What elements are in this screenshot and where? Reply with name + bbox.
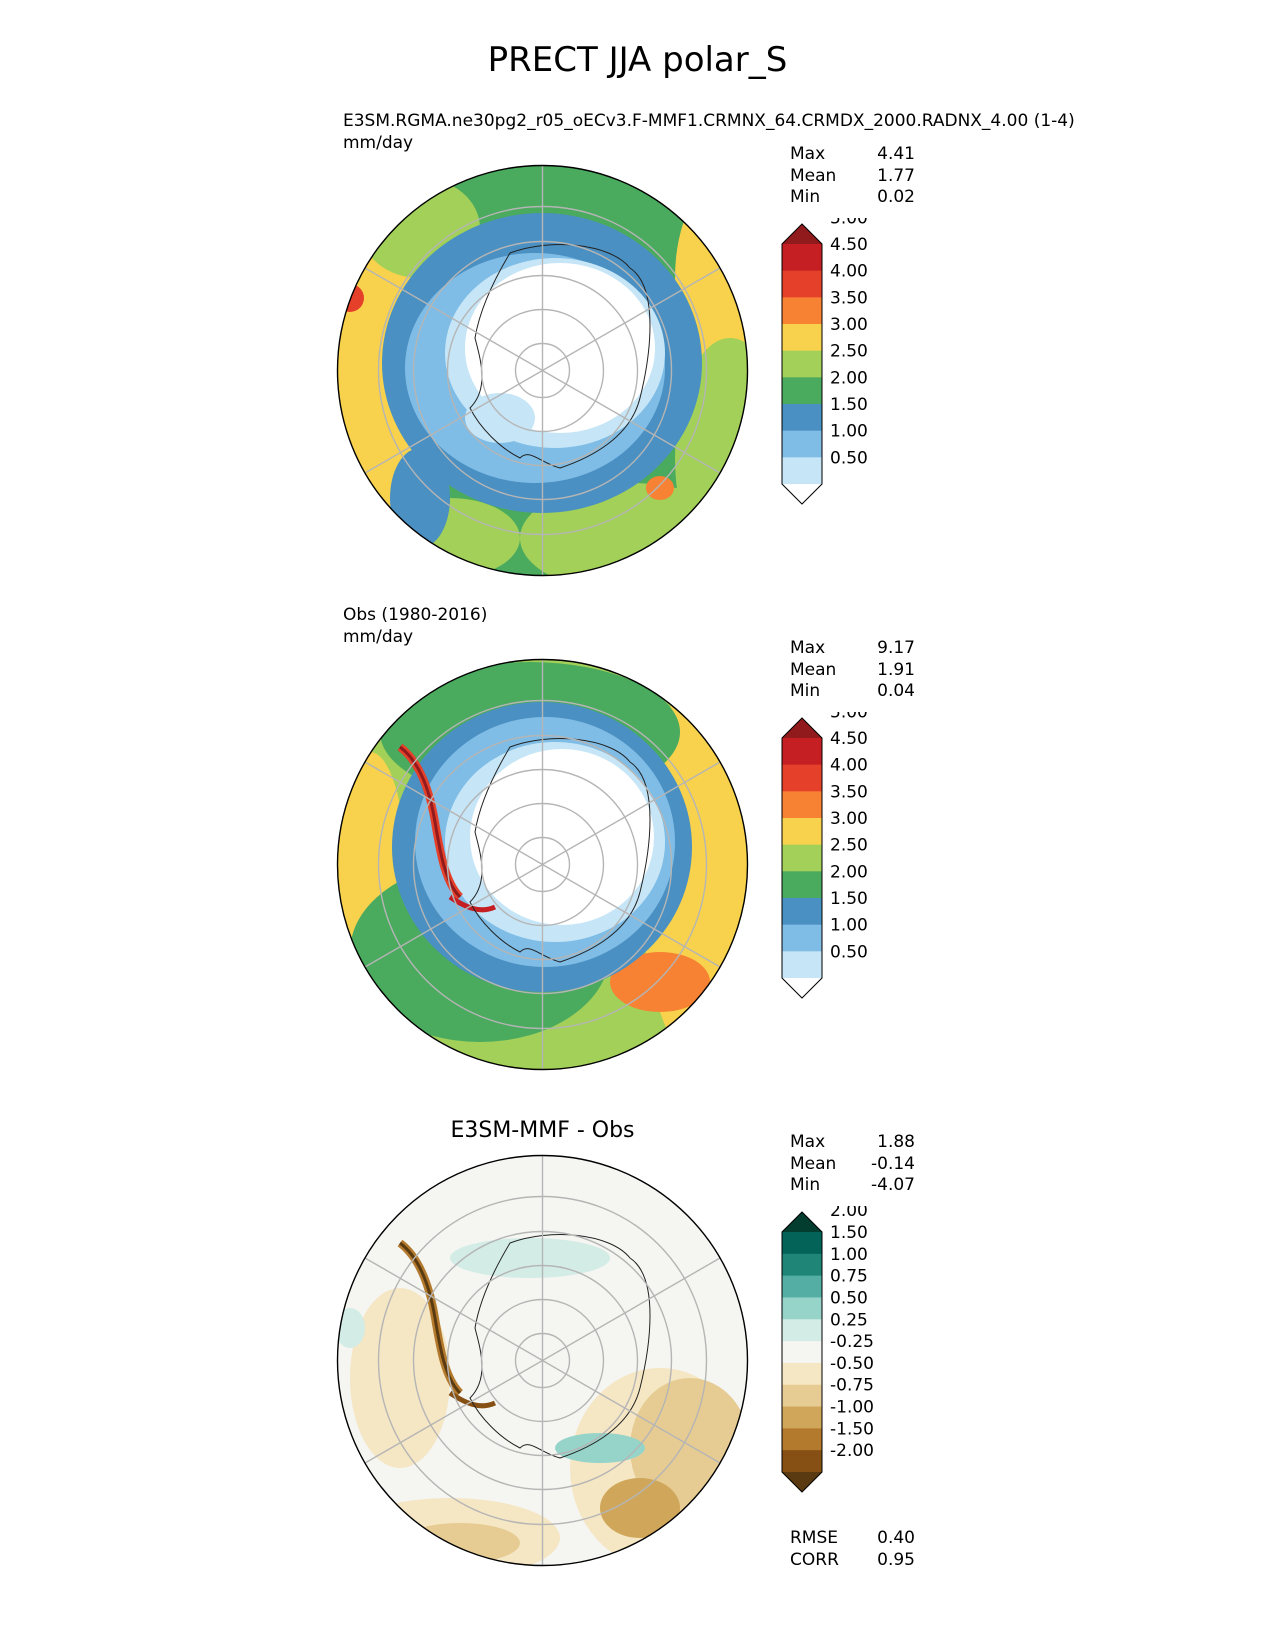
- colorbar-swatch: [782, 871, 822, 899]
- colorbar-extend-max: [782, 1212, 822, 1232]
- colorbar-tick-label: 2.00: [830, 368, 868, 388]
- colorbar-tick-label: 0.25: [830, 1310, 868, 1330]
- colorbar-tick-label: 5.00: [830, 218, 868, 228]
- diff-colorbar: -2.00-1.50-1.00-0.75-0.50-0.250.250.500.…: [781, 1206, 874, 1493]
- colorbar-tick-label: 2.00: [830, 1206, 868, 1221]
- colorbar-tick-label: 1.00: [830, 916, 868, 936]
- colorbar-swatch: [782, 1253, 822, 1277]
- colorbar-tick-label: 1.50: [830, 889, 868, 909]
- colorbar-swatch: [782, 764, 822, 792]
- colorbar-extend-min: [782, 978, 822, 998]
- colorbar-outline: [781, 1211, 823, 1493]
- colorbar-swatch: [782, 1450, 822, 1473]
- colorbar-tick-label: 4.50: [830, 235, 868, 255]
- ref-colorbar: 0.50 1.00 1.50 2.00 2.50 3.00 3.50 4.00 4.50 5.00: [781, 712, 868, 999]
- colorbar-tick-label: 0.75: [830, 1267, 868, 1287]
- colorbar-tick-label: -0.75: [830, 1376, 874, 1396]
- colorbar-swatch: [782, 1297, 822, 1320]
- colorbar-swatch: [782, 1362, 822, 1386]
- colorbar-swatch: [782, 1319, 822, 1342]
- colorbar-tick-label: 3.50: [830, 288, 868, 308]
- colorbar-swatch: [782, 844, 822, 872]
- colorbar-swatch: [782, 898, 822, 926]
- colorbar-swatch: [782, 924, 822, 952]
- colorbar-tick-label: 0.50: [830, 448, 868, 468]
- diff-title: E3SM-MMF - Obs: [450, 1118, 635, 1143]
- colorbar-tick-label: 4.50: [830, 729, 868, 749]
- colorbar-swatch: [782, 244, 822, 272]
- colorbar-tick-label: -1.00: [830, 1398, 874, 1418]
- colorbar-swatch: [782, 430, 822, 458]
- ref-subtitle: Obs (1980-2016): [343, 605, 488, 625]
- colorbar-swatch: [782, 1232, 822, 1255]
- colorbar-extend-min: [782, 484, 822, 504]
- colorbar-tick-label: 1.00: [830, 422, 868, 442]
- colorbar-extend-min: [782, 1472, 822, 1492]
- colorbar-swatch: [782, 350, 822, 378]
- colorbar-swatch: [782, 1384, 822, 1408]
- colorbar-tick-label: 2.00: [830, 862, 868, 882]
- colorbar-tick-label: 0.50: [830, 942, 868, 962]
- colorbar-tick-label: 5.00: [830, 712, 868, 722]
- colorbar-tick-label: -0.25: [830, 1332, 874, 1352]
- test-colorbar: 0.50 1.00 1.50 2.00 2.50 3.00 3.50 4.00 4.50 5.00: [781, 218, 868, 505]
- colorbar-tick-label: 1.50: [830, 395, 868, 415]
- diff-stats: Max 1.88 Mean -0.14 Min -4.07: [790, 1132, 915, 1195]
- colorbar-swatch: [782, 951, 822, 979]
- colorbar-outline: [781, 717, 823, 999]
- test-units: mm/day: [343, 133, 414, 153]
- figure-title: PRECT JJA polar_S: [487, 40, 788, 80]
- colorbar-swatch: [782, 1341, 822, 1364]
- test-stats: Max 4.41 Mean 1.77 Min 0.02: [790, 144, 915, 207]
- colorbar-tick-label: 1.50: [830, 1223, 868, 1243]
- ref-units: mm/day: [343, 627, 414, 647]
- colorbar-tick-label: -0.50: [830, 1354, 874, 1374]
- colorbar-tick-label: 2.50: [830, 836, 868, 856]
- colorbar-tick-label: -1.50: [830, 1419, 874, 1439]
- colorbar-swatch: [782, 791, 822, 819]
- colorbar-tick-label: 0.50: [830, 1288, 868, 1308]
- colorbar-swatch: [782, 270, 822, 298]
- colorbar-tick-label: 3.00: [830, 315, 868, 335]
- colorbar-swatch: [782, 404, 822, 432]
- colorbar-extend-max: [782, 718, 822, 738]
- colorbar-swatch: [782, 1275, 822, 1298]
- colorbar-tick-label: 4.00: [830, 756, 868, 776]
- diff-metrics: RMSE 0.40 CORR 0.95: [790, 1528, 915, 1570]
- colorbar-tick-label: -2.00: [830, 1441, 874, 1461]
- colorbar-tick-label: 1.00: [830, 1245, 868, 1265]
- colorbar-swatch: [782, 738, 822, 766]
- ref-stats: Max 9.17 Mean 1.91 Min 0.04: [790, 638, 915, 701]
- colorbar-swatch: [782, 297, 822, 325]
- diff-polar-map: [336, 1154, 749, 1567]
- colorbar-tick-label: 3.00: [830, 809, 868, 829]
- colorbar-swatch: [782, 818, 822, 846]
- colorbar-extend-max: [782, 224, 822, 244]
- colorbar-swatch: [782, 324, 822, 352]
- test-subtitle: E3SM.RGMA.ne30pg2_r05_oECv3.F-MMF1.CRMNX…: [343, 111, 1075, 131]
- colorbar-swatch: [782, 1428, 822, 1451]
- colorbar-tick-label: 4.00: [830, 262, 868, 282]
- colorbar-tick-label: 3.50: [830, 782, 868, 802]
- colorbar-outline: [781, 223, 823, 505]
- colorbar-swatch: [782, 1406, 822, 1429]
- colorbar-tick-label: 2.50: [830, 342, 868, 362]
- test-polar-map: [336, 164, 749, 577]
- colorbar-swatch: [782, 457, 822, 485]
- ref-polar-map: [336, 658, 749, 1071]
- colorbar-swatch: [782, 377, 822, 405]
